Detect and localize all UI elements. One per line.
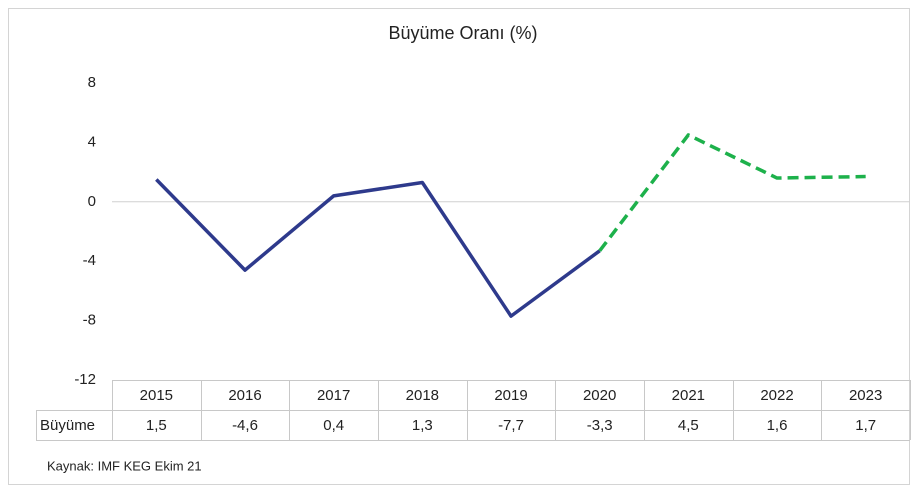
- x-tick-label: 2023: [849, 387, 882, 404]
- x-tick-label: 2018: [406, 387, 439, 404]
- table-value: 1,5: [146, 417, 167, 434]
- forecast-line: [598, 133, 866, 252]
- y-tick-label: -8: [83, 312, 96, 329]
- x-tick-label: 2019: [494, 387, 527, 404]
- x-tick-label: 2020: [583, 387, 616, 404]
- table-value: 4,5: [678, 417, 699, 434]
- y-tick-label: -4: [83, 252, 96, 269]
- y-tick-label: 4: [88, 133, 96, 150]
- chart-border: [8, 8, 910, 485]
- table-value: 1,3: [412, 417, 433, 434]
- x-tick-label: 2022: [760, 387, 793, 404]
- table-value: -3,3: [587, 417, 613, 434]
- y-tick-label: -12: [74, 371, 96, 388]
- x-tick-label: 2021: [672, 387, 705, 404]
- table-value: 1,7: [855, 417, 876, 434]
- data-line: [155, 178, 601, 318]
- x-tick-label: 2015: [140, 387, 173, 404]
- x-tick-label: 2017: [317, 387, 350, 404]
- table-row-label: Büyüme: [40, 417, 95, 434]
- source-note: Kaynak: IMF KEG Ekim 21: [47, 458, 202, 473]
- table-value: -4,6: [232, 417, 258, 434]
- table-value: -7,7: [498, 417, 524, 434]
- table-value: 1,6: [767, 417, 788, 434]
- x-tick-label: 2016: [228, 387, 261, 404]
- y-tick-label: 0: [88, 193, 96, 210]
- table-value: 0,4: [323, 417, 344, 434]
- chart-title: Büyüme Oranı (%): [388, 23, 537, 43]
- y-tick-label: 8: [88, 74, 96, 91]
